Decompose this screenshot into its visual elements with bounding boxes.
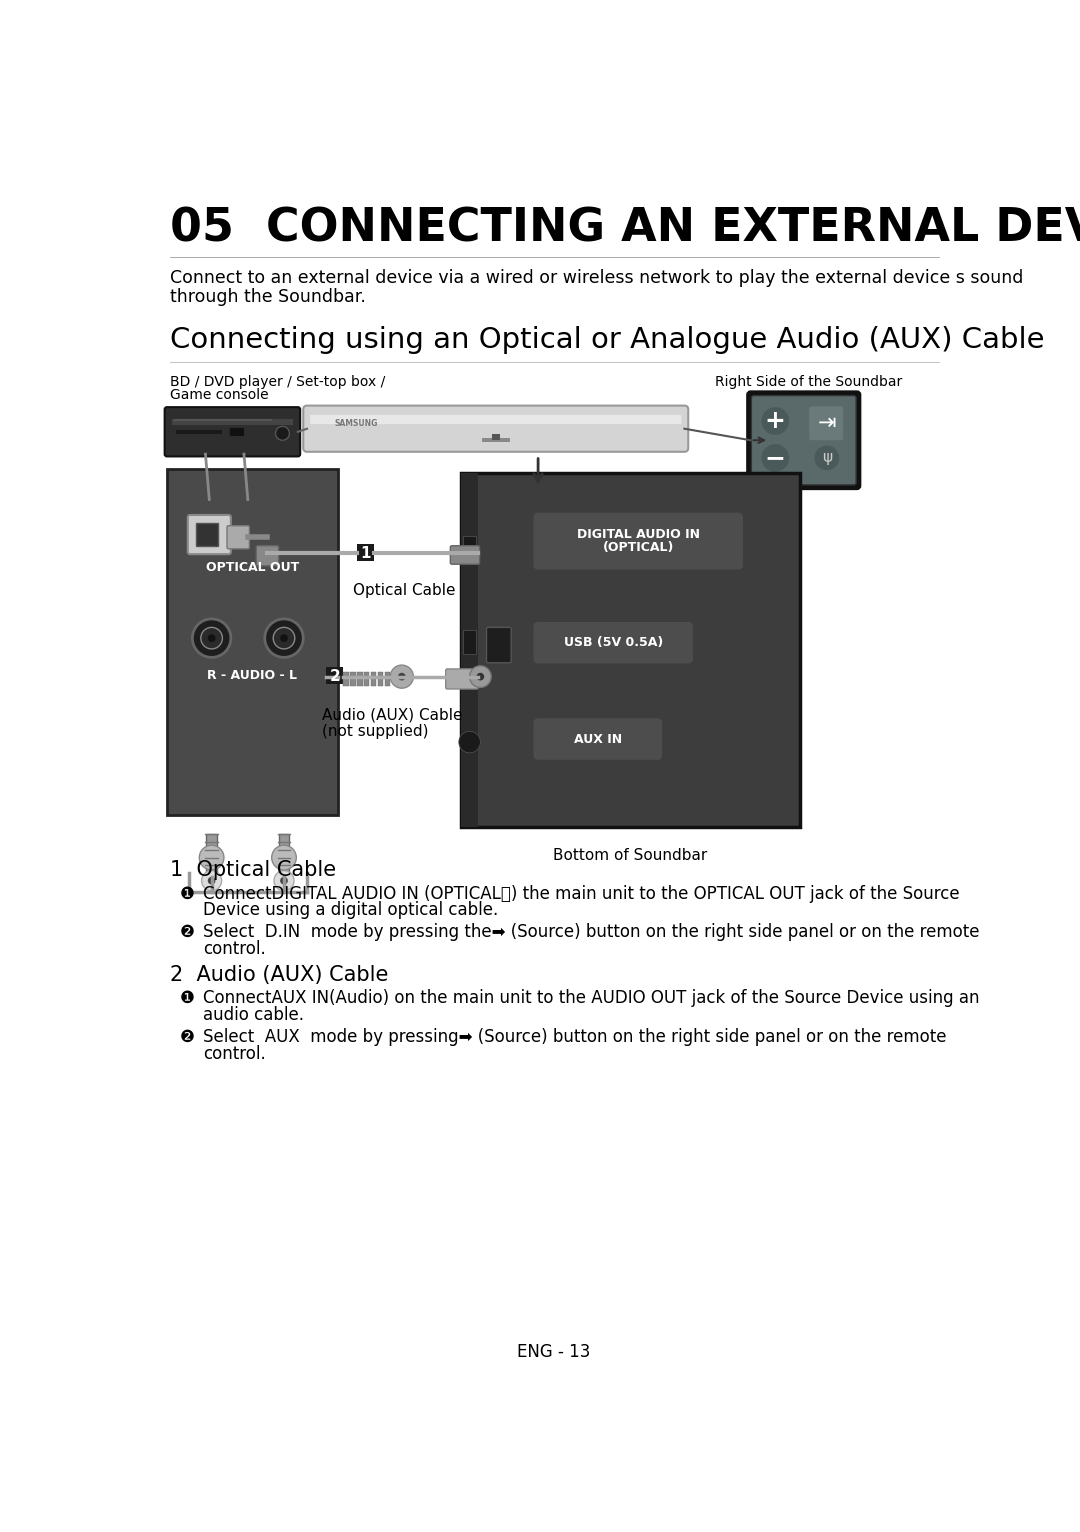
Text: Connecting using an Optical or Analogue Audio (AUX) Cable: Connecting using an Optical or Analogue …: [170, 326, 1044, 354]
Text: −: −: [765, 446, 786, 470]
Text: ConnectDIGITAL AUDIO IN (OPTICALﾉ) the main unit to the OPTICAL OUT jack of the : ConnectDIGITAL AUDIO IN (OPTICALﾉ) the m…: [203, 884, 960, 902]
Text: AUX IN: AUX IN: [573, 732, 622, 746]
Bar: [357, 673, 363, 686]
Bar: [350, 673, 355, 686]
FancyBboxPatch shape: [534, 719, 662, 760]
Bar: [364, 673, 369, 686]
Text: 05  CONNECTING AN EXTERNAL DEVICE: 05 CONNECTING AN EXTERNAL DEVICE: [170, 207, 1080, 251]
FancyBboxPatch shape: [227, 525, 249, 548]
Bar: [462, 536, 476, 561]
Circle shape: [476, 673, 484, 680]
Circle shape: [280, 876, 288, 884]
Text: ENG - 13: ENG - 13: [517, 1342, 590, 1360]
Text: through the Soundbar.: through the Soundbar.: [170, 288, 366, 306]
Text: (not supplied): (not supplied): [323, 725, 429, 740]
Text: R - AUDIO - L: R - AUDIO - L: [207, 669, 297, 682]
Bar: [482, 438, 510, 441]
Circle shape: [273, 628, 295, 650]
Text: 1: 1: [361, 545, 370, 561]
Text: Game console: Game console: [170, 388, 269, 401]
Bar: [491, 434, 500, 440]
Circle shape: [397, 673, 406, 680]
Circle shape: [201, 628, 222, 650]
Bar: [378, 673, 383, 686]
Text: audio cable.: audio cable.: [203, 1007, 305, 1025]
FancyBboxPatch shape: [310, 415, 681, 424]
Text: BD / DVD player / Set-top box /: BD / DVD player / Set-top box /: [170, 375, 386, 389]
FancyBboxPatch shape: [747, 392, 860, 489]
Text: 1  Optical Cable: 1 Optical Cable: [170, 859, 336, 879]
Bar: [461, 472, 800, 827]
Bar: [326, 668, 343, 685]
FancyBboxPatch shape: [188, 515, 231, 555]
Bar: [229, 427, 244, 437]
Text: OPTICAL OUT: OPTICAL OUT: [206, 561, 299, 574]
Text: DIGITAL AUDIO IN: DIGITAL AUDIO IN: [577, 529, 700, 541]
FancyBboxPatch shape: [486, 628, 511, 663]
Text: 2: 2: [329, 669, 340, 685]
Circle shape: [274, 870, 294, 890]
Bar: [357, 544, 374, 561]
FancyBboxPatch shape: [303, 406, 688, 452]
Circle shape: [459, 731, 481, 752]
Text: (OPTICAL): (OPTICAL): [603, 541, 674, 555]
Bar: [206, 835, 217, 876]
Text: ❷: ❷: [180, 924, 194, 941]
Text: Connect to an external device via a wired or wireless network to play the extern: Connect to an external device via a wire…: [170, 268, 1024, 286]
Bar: [172, 418, 294, 424]
Text: Device using a digital optical cable.: Device using a digital optical cable.: [203, 901, 498, 919]
Circle shape: [390, 665, 414, 688]
Text: Optical Cable: Optical Cable: [353, 582, 456, 597]
Bar: [343, 673, 349, 686]
Text: SAMSUNG: SAMSUNG: [334, 418, 377, 427]
Circle shape: [202, 870, 221, 890]
Bar: [279, 835, 289, 876]
Bar: [176, 430, 222, 434]
Circle shape: [761, 408, 789, 435]
FancyBboxPatch shape: [534, 513, 743, 570]
FancyBboxPatch shape: [534, 622, 693, 663]
Bar: [384, 673, 390, 686]
FancyBboxPatch shape: [752, 395, 856, 486]
Text: 2  Audio (AUX) Cable: 2 Audio (AUX) Cable: [170, 965, 389, 985]
Text: Select  AUX  mode by pressing➡ (Source) button on the right side panel or on the: Select AUX mode by pressing➡ (Source) bu…: [203, 1028, 947, 1046]
Circle shape: [280, 634, 288, 642]
Bar: [167, 469, 338, 815]
Circle shape: [200, 846, 224, 870]
Text: ❶: ❶: [180, 990, 194, 1007]
Bar: [197, 522, 218, 545]
Text: control.: control.: [203, 941, 266, 958]
Text: ❶: ❶: [180, 884, 194, 902]
Circle shape: [265, 619, 303, 657]
Text: Audio (AUX) Cable: Audio (AUX) Cable: [323, 708, 463, 723]
Circle shape: [192, 619, 231, 657]
Bar: [372, 673, 377, 686]
Text: USB (5V 0.5A): USB (5V 0.5A): [564, 636, 663, 650]
FancyBboxPatch shape: [164, 408, 300, 457]
Bar: [461, 472, 478, 827]
Bar: [462, 631, 476, 654]
Circle shape: [275, 426, 289, 440]
Text: +: +: [765, 409, 785, 434]
FancyBboxPatch shape: [256, 545, 279, 565]
Circle shape: [207, 634, 216, 642]
Circle shape: [272, 846, 296, 870]
Circle shape: [814, 446, 839, 470]
Text: ❷: ❷: [180, 1028, 194, 1046]
FancyBboxPatch shape: [446, 669, 478, 689]
Circle shape: [207, 876, 216, 884]
Text: Bottom of Soundbar: Bottom of Soundbar: [553, 849, 707, 864]
FancyBboxPatch shape: [450, 545, 480, 564]
Text: ConnectAUX IN(Audio) on the main unit to the AUDIO OUT jack of the Source Device: ConnectAUX IN(Audio) on the main unit to…: [203, 990, 980, 1007]
Circle shape: [761, 444, 789, 472]
Text: control.: control.: [203, 1045, 266, 1063]
Text: Select  D.IN  mode by pressing the➡ (Source) button on the right side panel or o: Select D.IN mode by pressing the➡ (Sourc…: [203, 924, 980, 941]
Text: ψ: ψ: [822, 450, 832, 466]
FancyBboxPatch shape: [809, 406, 843, 440]
Circle shape: [470, 666, 491, 688]
Text: Right Side of the Soundbar: Right Side of the Soundbar: [715, 375, 903, 389]
Text: ⇥: ⇥: [818, 412, 836, 432]
